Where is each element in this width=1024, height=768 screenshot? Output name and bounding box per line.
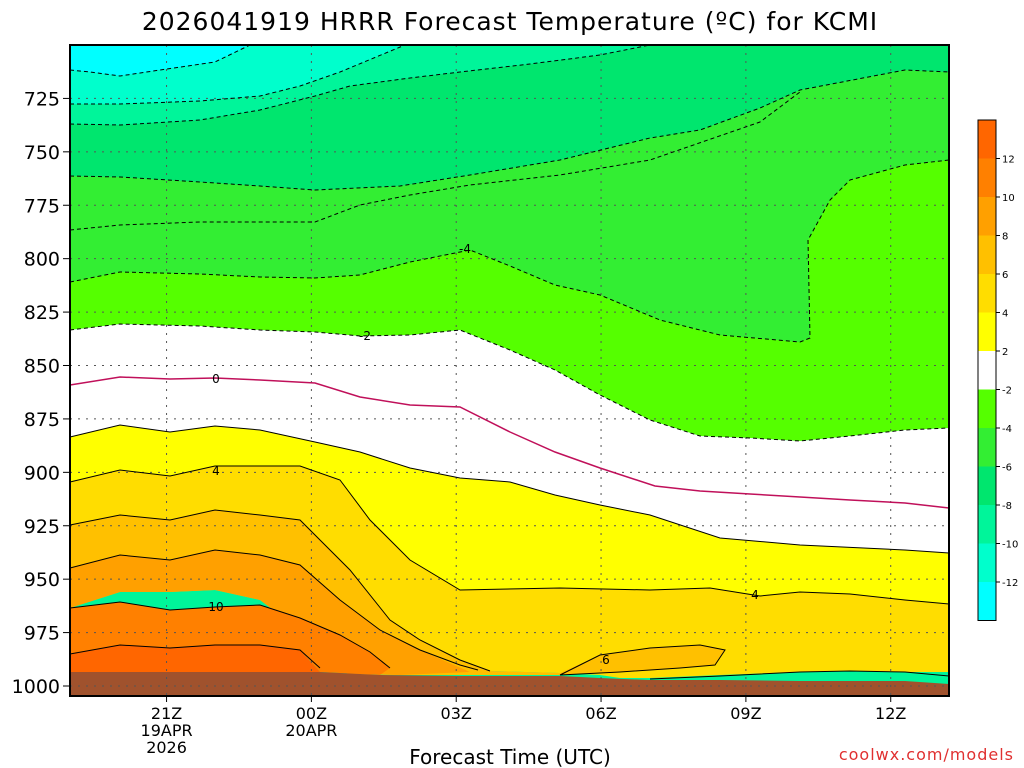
contour-label: 4 — [212, 464, 220, 478]
contour-m6 — [69, 69, 950, 191]
contour-m12 — [69, 44, 251, 77]
credit-text: coolwx.com/models — [839, 745, 1014, 764]
plot-frame — [69, 44, 950, 697]
y-axis: 725 750 775 800 825 850 875 900 925 950 975 1000 — [12, 88, 70, 698]
y-tick-label: 725 — [24, 88, 60, 110]
band-m4-m2-real — [70, 160, 949, 441]
colorbar-segment — [978, 582, 996, 621]
band-lt-m12 — [70, 45, 250, 76]
x-axis-label: Forecast Time (UTC) — [409, 745, 611, 768]
colorbar-segment — [978, 428, 996, 467]
colorbar-label: 6 — [1002, 270, 1008, 281]
contour-m4b — [69, 159, 950, 343]
colorbar-label: -6 — [1002, 463, 1012, 474]
colorbar-label: 10 — [1002, 193, 1015, 204]
x-tick-label: 00Z — [296, 704, 327, 723]
contour-m10 — [70, 44, 406, 105]
x-tick-label: 19APR — [141, 721, 193, 740]
band-m6-m4 — [70, 70, 949, 342]
contour-4-low — [649, 670, 950, 680]
colorbar-segment — [978, 197, 996, 236]
band-m8-m6 — [70, 45, 949, 190]
y-tick-label: 975 — [24, 623, 60, 645]
x-tick-label: 03Z — [441, 704, 472, 723]
band-8-10 — [70, 550, 470, 675]
contour-label: -2 — [359, 329, 371, 343]
colorbar-segment — [978, 274, 996, 313]
contour-8 — [69, 549, 479, 671]
plot-area: -4 -2 0 4 10 4 6 — [69, 44, 950, 697]
contour-12 — [69, 644, 321, 669]
x-tick-label: 2026 — [146, 738, 187, 757]
contour-10 — [69, 601, 391, 669]
contour-label: 10 — [208, 600, 223, 614]
colorbar-segment — [978, 466, 996, 505]
y-tick-label: 825 — [24, 302, 60, 324]
colorbar-label: -12 — [1002, 578, 1018, 589]
colorbar-segment — [978, 351, 996, 390]
y-tick-label: 750 — [24, 142, 60, 164]
contour-0 — [69, 376, 950, 509]
colorbar-segment — [978, 312, 996, 351]
y-tick-label: 775 — [24, 195, 60, 217]
colorbar-segment — [978, 158, 996, 197]
ground-below-surface — [70, 672, 949, 696]
contour-m2 — [69, 323, 950, 442]
contour-6 — [69, 509, 491, 672]
y-tick-label: 800 — [24, 249, 60, 271]
colorbar-label: -2 — [1002, 386, 1012, 397]
contour-label: -4 — [459, 242, 471, 256]
x-tick-label: 20APR — [285, 721, 337, 740]
colorbar-segment — [978, 389, 996, 428]
positive-contours — [69, 424, 950, 680]
colorbar-frame — [977, 119, 997, 621]
y-tick-label: 950 — [24, 569, 60, 591]
colorbar-segment — [978, 235, 996, 274]
colorbar-segment — [978, 120, 996, 159]
contour-label-group: -4 -2 0 4 10 4 6 — [208, 242, 758, 667]
y-tick-label: 925 — [24, 516, 60, 538]
colorbar-label: 4 — [1002, 309, 1008, 320]
band-4-6 — [70, 466, 949, 678]
colorbar-label: -10 — [1002, 540, 1018, 551]
x-tick-label: 21Z — [151, 704, 182, 723]
band-10-12 — [70, 602, 390, 675]
contour-4 — [69, 465, 950, 605]
colorbar-segment — [978, 505, 996, 544]
negative-contours — [69, 44, 950, 442]
colorbar-segment — [978, 543, 996, 582]
band-gt-12 — [70, 645, 320, 672]
contour-label: 6 — [602, 653, 610, 667]
band-m12-m10 — [70, 45, 405, 104]
colorbar-label: -8 — [1002, 501, 1012, 512]
contour-m4 — [69, 91, 801, 231]
y-tick-label: 900 — [24, 462, 60, 484]
contour-2 — [69, 424, 950, 554]
contour-6b — [559, 644, 726, 676]
y-tick-label: 1000 — [12, 676, 60, 698]
y-tick-label: 850 — [24, 356, 60, 378]
x-tick-label: 09Z — [730, 704, 761, 723]
colorbar-label: 8 — [1002, 232, 1008, 243]
contour-label: 0 — [212, 372, 220, 386]
band-2-4 — [70, 425, 949, 604]
band-6-8 — [70, 510, 725, 675]
chart-title: 2026041919 HRRR Forecast Temperature (ºC… — [142, 7, 878, 36]
colorbar-label: 12 — [1002, 155, 1015, 166]
x-tick-label: 12Z — [875, 704, 906, 723]
colorbar-label: 2 — [1002, 347, 1008, 358]
contour-label: 4 — [751, 588, 759, 602]
y-tick-label: 875 — [24, 409, 60, 431]
colorbar: 12 10 8 6 4 2 -2 -4 -6 -8 -10 -12 — [977, 119, 1018, 621]
x-tick-label: 06Z — [585, 704, 616, 723]
colorbar-label: -4 — [1002, 424, 1012, 435]
